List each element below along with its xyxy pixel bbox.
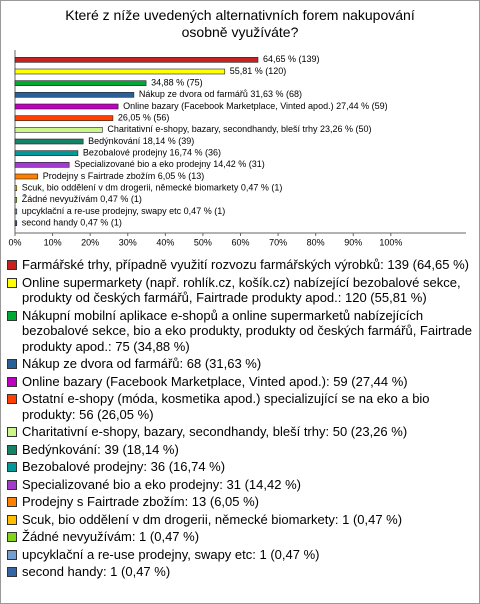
legend-item: Online supermarkety (např. rohlík.cz, ko… <box>7 275 473 306</box>
legend-swatch <box>7 532 17 542</box>
legend-label: Nákup ze dvora od farmářů: 68 (31,63 %) <box>22 356 262 371</box>
data-label: Žádné nevyužívám 0,47 % (1) <box>22 194 142 204</box>
legend-swatch <box>7 394 17 404</box>
legend-swatch <box>7 427 17 437</box>
data-label: Charitativní e-shopy, bazary, secondhand… <box>107 124 371 134</box>
legend-swatch <box>7 549 17 560</box>
legend-label: Prodejny s Fairtrade zbožím: 13 (6,05 %) <box>22 494 259 509</box>
data-label: 64,65 % (139) <box>263 54 320 64</box>
legend-item: Online bazary (Facebook Marketplace, Vin… <box>7 374 473 390</box>
x-tick-label: 70% <box>269 237 287 247</box>
legend-swatch <box>7 277 17 288</box>
legend-item: Nákup ze dvora od farmářů: 68 (31,63 %) <box>7 356 473 372</box>
x-tick-label: 10% <box>44 237 62 247</box>
x-tick-label: 100% <box>379 237 402 247</box>
bar <box>14 68 226 75</box>
legend-item: Prodejny s Fairtrade zbožím: 13 (6,05 %) <box>7 494 473 510</box>
x-tick-label: 80% <box>307 237 325 247</box>
data-label: 26,05 % (56) <box>118 113 170 123</box>
bar <box>14 57 259 63</box>
data-label: 55,81 % (120) <box>230 66 287 76</box>
x-tick-label: 40% <box>156 237 174 247</box>
legend-label: Farmářské trhy, případně využití rozvozu… <box>22 257 469 272</box>
legend-item: Scuk, bio oddělení v dm drogerii, německ… <box>7 512 473 528</box>
bar <box>14 150 79 156</box>
legend-item: Nákupní mobilní aplikace e-shopů a onlin… <box>7 308 473 355</box>
legend: Farmářské trhy, případně využití rozvozu… <box>7 257 473 582</box>
legend-item: Žádné nevyužívám: 1 (0,47 %) <box>7 529 473 545</box>
legend-label: upcyklační a re-use prodejny, swapy etc:… <box>22 546 320 562</box>
legend-label: Scuk, bio oddělení v dm drogerii, německ… <box>22 511 403 527</box>
legend-label: Nákupní mobilní aplikace e-shopů a onlin… <box>22 307 472 354</box>
legend-label: Online bazary (Facebook Marketplace, Vin… <box>22 373 408 389</box>
legend-item: Bezobalové prodejny: 36 (16,74 %) <box>7 459 473 475</box>
x-tick-label: 90% <box>344 237 362 247</box>
bar <box>14 162 70 168</box>
data-label: 34,88 % (75) <box>151 78 203 88</box>
bar <box>14 80 147 86</box>
data-label: second handy 0,47 % (1) <box>22 218 122 228</box>
x-tick-label: 60% <box>231 237 249 247</box>
legend-label: Online supermarkety (např. rohlík.cz, ko… <box>22 274 461 306</box>
data-label: Bezobalové prodejny 16,74 % (36) <box>83 148 221 158</box>
legend-label: Bedýnkování: 39 (18,14 %) <box>22 441 179 457</box>
legend-label: Ostatní e-shopy (móda, kosmetika apod.) … <box>22 391 430 422</box>
data-label: Prodejny s Fairtrade zbožím 6,05 % (13) <box>43 171 205 181</box>
legend-item: upcyklační a re-use prodejny, swapy etc:… <box>7 547 473 563</box>
legend-swatch <box>7 376 17 387</box>
data-label: Bedýnkování 18,14 % (39) <box>88 136 194 146</box>
legend-swatch <box>7 359 17 369</box>
legend-item: Ostatní e-shopy (móda, kosmetika apod.) … <box>7 391 473 422</box>
legend-label: Charitativní e-shopy, bazary, secondhand… <box>22 424 408 439</box>
data-label: Specializované bio a eko prodejny 14,42 … <box>74 159 265 169</box>
legend-item: Charitativní e-shopy, bazary, secondhand… <box>7 424 473 440</box>
chart: 0% 10% 20% 30% 40% 50% 60% 70% 80% 90% 100% 64,65 %… <box>8 50 466 247</box>
bar <box>14 127 103 133</box>
legend-swatch <box>7 310 17 321</box>
chart-title: Které z níže uvedených alternativních fo… <box>65 7 415 40</box>
legend-item: Specializované bio a eko prodejny: 31 (1… <box>7 477 473 493</box>
bar <box>14 173 39 180</box>
legend-swatch <box>7 444 17 455</box>
legend-swatch <box>7 567 17 577</box>
x-tick-label: 20% <box>81 237 99 247</box>
x-tick-label: 50% <box>194 237 212 247</box>
bar <box>14 220 18 226</box>
legend-label: second handy: 1 (0,47 %) <box>22 564 171 579</box>
data-label: Nákup ze dvora od farmářů 31,63 % (68) <box>139 89 302 99</box>
x-tick-label: 30% <box>119 237 137 247</box>
data-label: upcyklační a re-use prodejny, swapy etc … <box>22 206 225 216</box>
bar <box>14 208 18 215</box>
legend-swatch <box>7 462 17 472</box>
legend-label: Specializované bio a eko prodejny: 31 (1… <box>22 476 301 492</box>
legend-item: Bedýnkování: 39 (18,14 %) <box>7 442 473 458</box>
legend-label: Žádné nevyužívám: 1 (0,47 %) <box>22 529 200 544</box>
legend-label: Bezobalové prodejny: 36 (16,74 %) <box>22 459 226 474</box>
bar <box>14 185 18 191</box>
legend-item: Farmářské trhy, případně využití rozvozu… <box>7 257 473 273</box>
x-tick-label: 0% <box>8 237 21 247</box>
bar <box>14 92 135 98</box>
legend-swatch <box>7 479 17 490</box>
data-label: Scuk, bio oddělení v dm drogerii, německ… <box>22 183 283 193</box>
legend-item: second handy: 1 (0,47 %) <box>7 564 473 580</box>
bar <box>14 103 119 110</box>
legend-swatch <box>7 514 17 525</box>
bar <box>14 138 84 145</box>
bar <box>14 115 114 121</box>
legend-swatch <box>7 260 17 270</box>
legend-swatch <box>7 497 17 507</box>
data-label: Online bazary (Facebook Marketplace, Vin… <box>123 101 387 111</box>
bar <box>14 197 18 203</box>
